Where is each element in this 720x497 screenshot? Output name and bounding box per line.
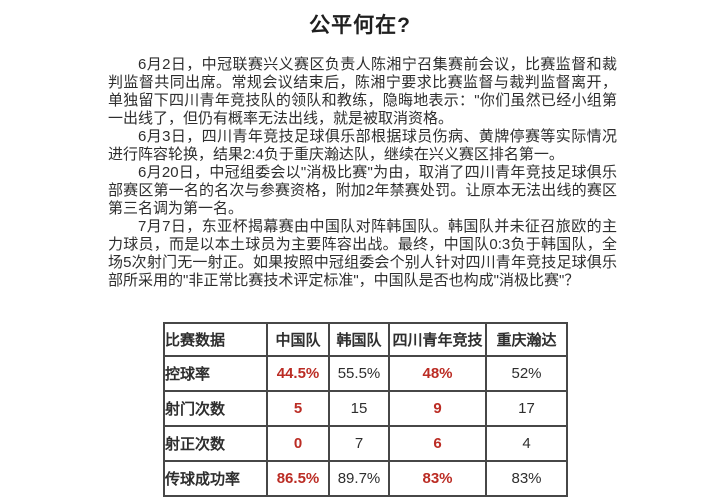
row-label-cell: 控球率 xyxy=(163,355,268,392)
table-header-cell: 韩国队 xyxy=(328,322,390,357)
stat-value-cell: 48% xyxy=(388,355,487,392)
stat-value-cell: 83% xyxy=(388,460,487,497)
stat-value-cell: 7 xyxy=(328,425,390,462)
table-header-cell: 中国队 xyxy=(266,322,330,357)
match-stats-table: 比赛数据 中国队 韩国队 四川青年竞技 重庆瀚达 控球率 44.5% 55.5% 48% 52%… xyxy=(163,322,568,497)
article-paragraph: 6月20日，中冠组委会以"消极比赛"为由，取消了四川青年竞技足球俱乐部赛区第一名… xyxy=(108,164,617,217)
row-label-cell: 射正次数 xyxy=(163,425,268,462)
stat-value-cell: 89.7% xyxy=(328,460,390,497)
row-label-cell: 射门次数 xyxy=(163,390,268,427)
article-paragraph: 6月2日，中冠联赛兴义赛区负责人陈湘宁召集赛前会议，比赛监督和裁判监督共同出席。… xyxy=(108,56,617,127)
stat-value-cell: 17 xyxy=(485,390,568,427)
article-body: 6月2日，中冠联赛兴义赛区负责人陈湘宁召集赛前会议，比赛监督和裁判监督共同出席。… xyxy=(108,56,617,290)
stat-value-cell: 6 xyxy=(388,425,487,462)
table-header-cell: 重庆瀚达 xyxy=(485,322,568,357)
stat-value-cell: 0 xyxy=(266,425,330,462)
table-row: 控球率 44.5% 55.5% 48% 52% xyxy=(163,355,568,392)
table-header-cell: 四川青年竞技 xyxy=(388,322,487,357)
table-header-row: 比赛数据 中国队 韩国队 四川青年竞技 重庆瀚达 xyxy=(163,322,568,357)
stat-value-cell: 5 xyxy=(266,390,330,427)
article-paragraph: 7月7日，东亚杯揭幕赛由中国队对阵韩国队。韩国队并未征召旅欧的主力球员，而是以本… xyxy=(108,218,617,289)
stat-value-cell: 52% xyxy=(485,355,568,392)
stat-value-cell: 15 xyxy=(328,390,390,427)
row-label-cell: 传球成功率 xyxy=(163,460,268,497)
table-row: 传球成功率 86.5% 89.7% 83% 83% xyxy=(163,460,568,497)
stat-value-cell: 86.5% xyxy=(266,460,330,497)
article-paragraph: 6月3日，四川青年竞技足球俱乐部根据球员伤病、黄牌停赛等实际情况进行阵容轮换，结… xyxy=(108,128,617,163)
table-row: 射门次数 5 15 9 17 xyxy=(163,390,568,427)
table-row: 射正次数 0 7 6 4 xyxy=(163,425,568,462)
article-page: 公平何在? 6月2日，中冠联赛兴义赛区负责人陈湘宁召集赛前会议，比赛监督和裁判监… xyxy=(108,14,617,497)
stat-value-cell: 83% xyxy=(485,460,568,497)
table-header-cell: 比赛数据 xyxy=(163,322,268,357)
stat-value-cell: 44.5% xyxy=(266,355,330,392)
stat-value-cell: 4 xyxy=(485,425,568,462)
page-title: 公平何在? xyxy=(309,14,411,37)
stat-value-cell: 55.5% xyxy=(328,355,390,392)
stat-value-cell: 9 xyxy=(388,390,487,427)
